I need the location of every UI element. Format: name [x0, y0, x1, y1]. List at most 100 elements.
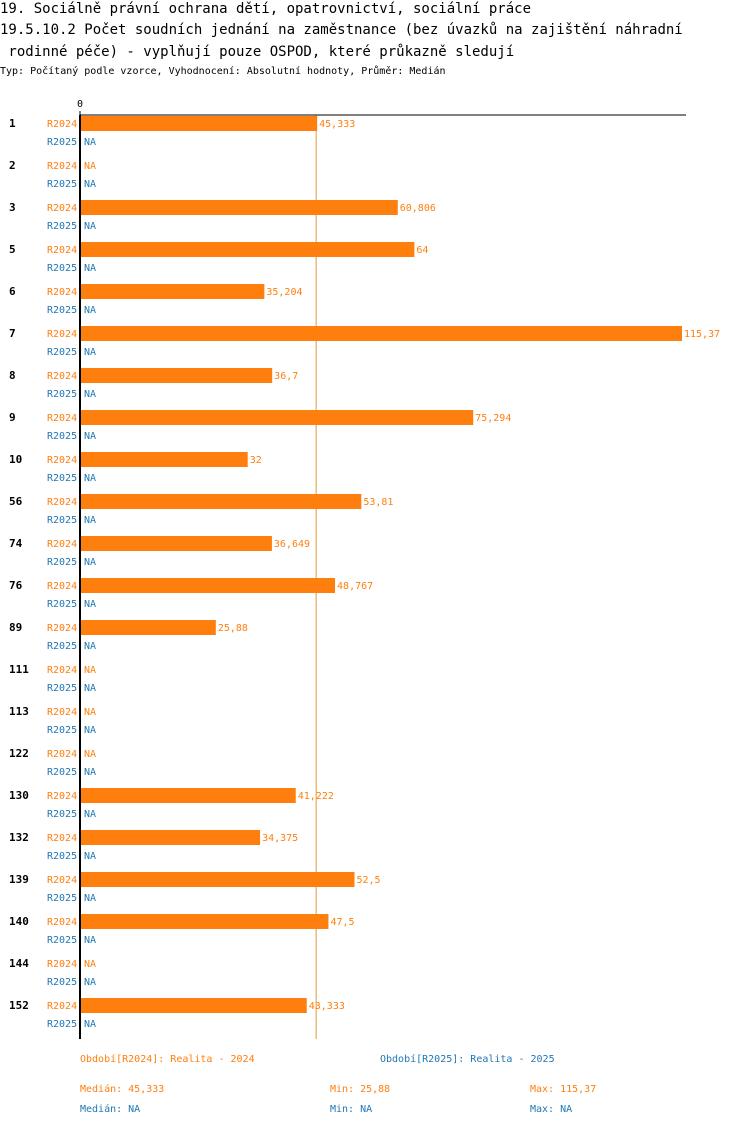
legend-r2025-min: Min: NA: [330, 1104, 373, 1115]
series-label-r2025: R2025: [47, 851, 77, 862]
data-label-r2025: NA: [84, 641, 96, 652]
series-label-r2025: R2025: [47, 179, 77, 190]
data-label-r2024: 43,333: [309, 1001, 345, 1012]
series-label-r2024: R2024: [47, 455, 77, 466]
data-label-r2024: NA: [84, 665, 96, 676]
data-label-r2025: NA: [84, 977, 96, 988]
chart-title-line-2: 19.5.10.2 Počet soudních jednání na zamě…: [0, 22, 683, 38]
data-label-r2024: NA: [84, 707, 96, 718]
x-axis-zero-label: 0: [77, 99, 83, 110]
category-label: 132: [9, 831, 29, 844]
data-label-r2025: NA: [84, 305, 96, 316]
data-label-r2024: NA: [84, 749, 96, 760]
bar-r2024: [81, 620, 216, 635]
bar-r2024: [81, 284, 265, 299]
series-label-r2024: R2024: [47, 917, 77, 928]
data-label-r2024: 36,649: [274, 539, 310, 550]
series-label-r2025: R2025: [47, 305, 77, 316]
legend-r2024-median: Medián: 45,333: [80, 1084, 165, 1095]
bar-r2024: [81, 578, 336, 593]
data-label-r2025: NA: [84, 431, 96, 442]
category-label: 113: [9, 705, 29, 718]
data-label-r2025: NA: [84, 809, 96, 820]
data-label-r2025: NA: [84, 683, 96, 694]
legend-r2024-period: Období[R2024]: Realita - 2024: [80, 1054, 255, 1065]
data-label-r2025: NA: [84, 1019, 96, 1030]
series-label-r2024: R2024: [47, 497, 77, 508]
data-label-r2025: NA: [84, 725, 96, 736]
legend-r2024-min: Min: 25,88: [330, 1084, 391, 1095]
data-label-r2024: 60,806: [400, 203, 436, 214]
data-label-r2025: NA: [84, 851, 96, 862]
data-label-r2024: 64: [416, 245, 428, 256]
data-label-r2024: 34,375: [262, 833, 298, 844]
bar-r2024: [81, 116, 318, 131]
chart-title-line-1: 19. Sociálně právní ochrana dětí, opatro…: [0, 1, 532, 17]
data-label-r2025: NA: [84, 515, 96, 526]
series-label-r2025: R2025: [47, 389, 77, 400]
series-label-r2024: R2024: [47, 203, 77, 214]
series-label-r2024: R2024: [47, 707, 77, 718]
series-label-r2024: R2024: [47, 665, 77, 676]
category-label: 8: [9, 369, 16, 382]
series-label-r2024: R2024: [47, 1001, 77, 1012]
data-label-r2025: NA: [84, 767, 96, 778]
series-label-r2025: R2025: [47, 641, 77, 652]
series-label-r2025: R2025: [47, 683, 77, 694]
series-label-r2024: R2024: [47, 539, 77, 550]
series-label-r2025: R2025: [47, 221, 77, 232]
series-label-r2025: R2025: [47, 977, 77, 988]
series-label-r2024: R2024: [47, 413, 77, 424]
legend-r2025-median: Medián: NA: [80, 1104, 141, 1115]
data-label-r2025: NA: [84, 935, 96, 946]
series-label-r2025: R2025: [47, 347, 77, 358]
series-label-r2025: R2025: [47, 809, 77, 820]
data-label-r2025: NA: [84, 221, 96, 232]
series-label-r2025: R2025: [47, 935, 77, 946]
data-label-r2024: NA: [84, 959, 96, 970]
series-label-r2024: R2024: [47, 119, 77, 130]
category-label: 74: [9, 537, 23, 550]
series-label-r2024: R2024: [47, 371, 77, 382]
data-label-r2024: 32: [250, 455, 262, 466]
data-label-r2025: NA: [84, 347, 96, 358]
series-label-r2024: R2024: [47, 749, 77, 760]
category-label: 130: [9, 789, 29, 802]
category-label: 2: [9, 159, 16, 172]
series-label-r2025: R2025: [47, 515, 77, 526]
category-label: 7: [9, 327, 16, 340]
category-label: 3: [9, 201, 16, 214]
series-label-r2024: R2024: [47, 581, 77, 592]
data-label-r2025: NA: [84, 557, 96, 568]
series-label-r2024: R2024: [47, 161, 77, 172]
series-label-r2024: R2024: [47, 245, 77, 256]
bar-r2024: [81, 410, 474, 425]
bar-r2024: [81, 872, 355, 887]
data-label-r2024: 35,204: [266, 287, 302, 298]
data-label-r2024: 53,81: [363, 497, 393, 508]
series-label-r2025: R2025: [47, 137, 77, 148]
category-label: 76: [9, 579, 23, 592]
series-label-r2025: R2025: [47, 431, 77, 442]
bar-r2024: [81, 536, 272, 551]
category-label: 111: [9, 663, 29, 676]
data-label-r2025: NA: [84, 389, 96, 400]
data-label-r2024: 48,767: [337, 581, 373, 592]
series-label-r2025: R2025: [47, 473, 77, 484]
series-label-r2025: R2025: [47, 767, 77, 778]
category-label: 56: [9, 495, 23, 508]
data-label-r2024: 75,294: [475, 413, 511, 424]
series-label-r2024: R2024: [47, 959, 77, 970]
data-label-r2025: NA: [84, 599, 96, 610]
bar-r2024: [81, 452, 248, 467]
data-label-r2025: NA: [84, 179, 96, 190]
bar-r2024: [81, 242, 415, 257]
category-label: 6: [9, 285, 16, 298]
series-label-r2024: R2024: [47, 329, 77, 340]
chart-subtitle: Typ: Počítaný podle vzorce, Vyhodnocení:…: [0, 66, 446, 77]
data-label-r2025: NA: [84, 473, 96, 484]
legend-r2025-period: Období[R2025]: Realita - 2025: [380, 1054, 555, 1065]
bar-r2024: [81, 830, 261, 845]
category-label: 152: [9, 999, 29, 1012]
data-label-r2024: 36,7: [274, 371, 298, 382]
